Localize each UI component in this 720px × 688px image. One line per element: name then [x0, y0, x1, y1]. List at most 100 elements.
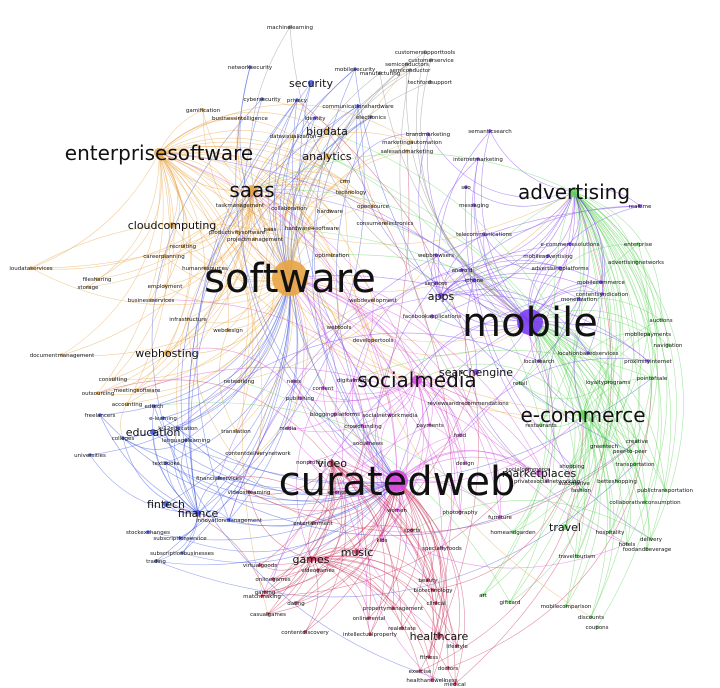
- node-dot-communications: [356, 104, 360, 108]
- graph-edge: [239, 66, 291, 279]
- node-label-mobilesecurity: mobilesecurity: [335, 67, 376, 73]
- graph-edge: [152, 431, 398, 494]
- node-label-cloudcomputing: cloudcomputing: [128, 219, 217, 232]
- node-label-intellectualproperty: intellectualproperty: [343, 632, 398, 638]
- node-dot-apps: [438, 293, 444, 299]
- graph-edge: [296, 99, 479, 637]
- node-dot-meetingsoftware: [135, 388, 139, 392]
- node-label-videostreaming: videostreaming: [228, 490, 271, 496]
- node-dot-automotive: [572, 481, 576, 485]
- node-dot-seo: [464, 185, 468, 189]
- graph-edge: [158, 152, 254, 432]
- node-dot-entertainment: [311, 521, 315, 525]
- graph-edge: [573, 191, 637, 263]
- graph-edge: [582, 414, 646, 503]
- graph-edge: [179, 480, 398, 553]
- node-label-productivitysoftware: productivitysoftware: [209, 230, 266, 236]
- graph-edge: [405, 63, 531, 323]
- node-label-hospitality: hospitality: [596, 530, 625, 536]
- graph-edge: [317, 480, 398, 571]
- graph-edge: [190, 116, 372, 514]
- node-dot-biotechnology: [431, 588, 435, 592]
- node-label-photography: photography: [442, 510, 478, 516]
- node-label-traveltourism: traveltourism: [559, 554, 596, 560]
- graph-edge: [435, 191, 575, 284]
- node-label-privatesocialnetworking: privatesocialnetworking: [514, 479, 580, 485]
- node-label-navigation: navigation: [653, 343, 683, 349]
- graph-edge: [158, 152, 333, 256]
- node-dot-realestate: [400, 626, 404, 630]
- graph-edge: [158, 152, 263, 454]
- node-label-apps: apps: [428, 290, 455, 303]
- graph-edge: [573, 191, 684, 540]
- node-dot-bloggingplatforms: [333, 412, 337, 416]
- node-label-music: music: [341, 546, 374, 559]
- node-label-machinelearning: machinelearning: [267, 25, 313, 31]
- graph-edge: [259, 480, 398, 566]
- graph-edge: [310, 558, 456, 685]
- graph-edge: [158, 141, 374, 207]
- node-dot-specialtyfoods: [440, 546, 444, 550]
- node-label-coupons: coupons: [585, 625, 608, 631]
- node-label-messaging: messaging: [459, 203, 489, 209]
- graph-edge: [295, 480, 398, 604]
- node-label-analytics: analytics: [302, 150, 351, 163]
- node-dot-clinical: [434, 601, 438, 605]
- node-label-finance: finance: [178, 507, 219, 520]
- node-label-womens: women: [387, 508, 408, 514]
- node-dot-furniture: [498, 515, 502, 519]
- graph-edge: [571, 191, 612, 467]
- graph-edge: [396, 456, 548, 482]
- node-dot-medical: [453, 682, 457, 686]
- node-dot-travel: [562, 524, 568, 530]
- graph-edge: [304, 480, 398, 633]
- node-dot-humanresources: [203, 266, 207, 270]
- node-dot-contentsyndication: [600, 292, 604, 296]
- node-label-freelancers: freelancers: [85, 413, 116, 419]
- node-dot-iphone: [472, 278, 476, 282]
- node-label-privacy: privacy: [287, 98, 308, 104]
- graph-edge: [112, 189, 253, 380]
- graph-edge: [158, 109, 204, 154]
- node-dot-consulting: [111, 377, 115, 381]
- graph-edge: [204, 189, 253, 269]
- node-dot-mobileadvertising: [546, 254, 550, 258]
- graph-edge: [573, 191, 662, 628]
- node-label-nonprofits: nonprofits: [296, 460, 324, 466]
- graph-edge: [289, 63, 408, 279]
- graph-edge: [187, 189, 255, 320]
- graph-edge: [396, 480, 434, 591]
- node-dot-languagelearning: [184, 438, 188, 442]
- graph-edge: [158, 152, 575, 245]
- node-dot-k12: [176, 426, 180, 430]
- node-label-consulting: consulting: [99, 377, 127, 383]
- node-dot-retail: [518, 381, 522, 385]
- node-label-trading: trading: [146, 559, 166, 565]
- graph-edge: [396, 191, 575, 482]
- graph-edge: [152, 405, 199, 514]
- graph-edge: [287, 116, 372, 279]
- graph-edge: [251, 189, 584, 416]
- graph-edge: [372, 321, 531, 356]
- graph-edge: [289, 277, 531, 343]
- node-label-games: games: [293, 553, 330, 566]
- node-dot-lifestyle: [455, 644, 459, 648]
- node-dot-digitalmedia: [352, 378, 356, 382]
- node-dot-nonprofits: [308, 460, 312, 464]
- node-dot-innovation: [227, 518, 231, 522]
- graph-edge: [582, 414, 618, 482]
- graph-edge: [158, 152, 418, 381]
- node-dot-games: [308, 556, 314, 562]
- node-label-realestate: realestate: [388, 626, 416, 632]
- graph-edge: [512, 321, 553, 533]
- graph-edge: [582, 414, 632, 545]
- node-label-datavisualization: datavisualization: [270, 134, 317, 140]
- graph-edge: [416, 51, 531, 323]
- node-dot-curatedweb: [386, 470, 408, 492]
- graph-edge: [219, 329, 237, 432]
- graph-edge: [158, 152, 374, 301]
- graph-edge: [459, 358, 649, 436]
- graph-edge: [334, 299, 374, 415]
- graph-edge: [289, 277, 584, 417]
- node-dot-dating: [294, 601, 298, 605]
